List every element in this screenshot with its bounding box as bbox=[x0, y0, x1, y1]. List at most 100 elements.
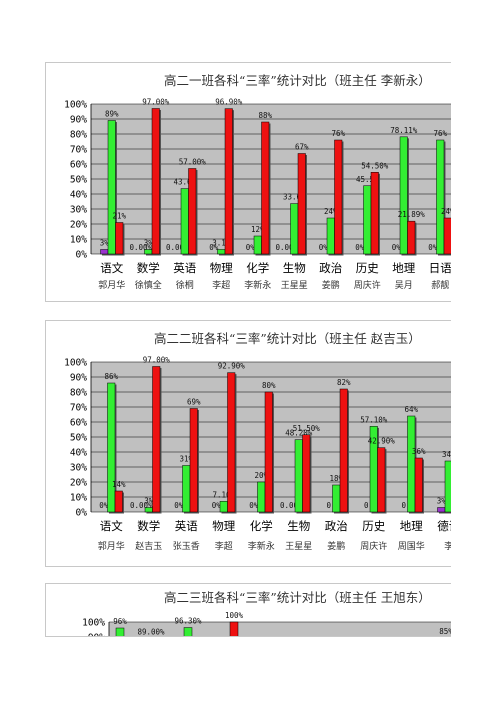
bar bbox=[188, 168, 197, 255]
chart-1-title: 高二一班各科“三率”统计对比（班主任 李新永） bbox=[164, 73, 431, 88]
x-category-label: 历史 bbox=[362, 519, 385, 533]
bar bbox=[257, 481, 266, 513]
x-category-label: 历史 bbox=[356, 261, 379, 275]
bar bbox=[290, 203, 299, 255]
data-label: 0 bbox=[364, 501, 369, 510]
y-tick-label: 30% bbox=[70, 205, 87, 216]
y-tick-label: 10% bbox=[70, 235, 87, 246]
teacher-label: 李新永 bbox=[244, 279, 271, 291]
plot-area bbox=[109, 622, 451, 636]
chart-panel-3: 高二三班各科“三率”统计对比（班主任 王旭东） 100% 90% 96% 96.30% 8… bbox=[45, 583, 451, 637]
data-label: 48.20% bbox=[285, 429, 313, 438]
data-label: 0% bbox=[319, 243, 329, 252]
data-label: 0% bbox=[174, 501, 184, 510]
teacher-label: 郭月华 bbox=[98, 279, 125, 291]
bar bbox=[100, 249, 109, 255]
x-category-label: 语文 bbox=[100, 261, 123, 275]
chart-2-svg: 高二二班各科“三率”统计对比（班主任 赵吉玉） 0% 10% 20% 30% 40% 50%… bbox=[64, 331, 451, 552]
x-category-label: 地理 bbox=[392, 261, 415, 275]
y-tick-label: 40% bbox=[70, 448, 87, 459]
y-tick-label: 90% bbox=[70, 115, 87, 126]
data-label: 0% bbox=[209, 243, 219, 252]
bar bbox=[407, 220, 416, 255]
y-tick-label: 60% bbox=[70, 160, 87, 171]
data-label: 0% bbox=[212, 501, 222, 510]
data-label: 18% bbox=[329, 474, 343, 483]
data-label: 100% bbox=[225, 611, 244, 620]
y-tick-label: 100% bbox=[64, 358, 87, 369]
data-label: 24% bbox=[441, 207, 451, 216]
y-tick-label: 100% bbox=[64, 100, 87, 111]
chart-3-title: 高二三班各科“三率”统计对比（班主任 王旭东） bbox=[164, 590, 431, 605]
bar bbox=[377, 447, 386, 513]
bar bbox=[261, 121, 270, 255]
teacher-label: 李超 bbox=[215, 540, 233, 552]
teacher-label: 徐慎全 bbox=[135, 279, 162, 291]
data-label: 0.00% bbox=[280, 501, 303, 510]
data-label: 64% bbox=[404, 405, 418, 414]
data-label: 0% bbox=[99, 501, 109, 510]
data-label: 24% bbox=[324, 207, 338, 216]
bar bbox=[294, 439, 303, 513]
data-label: 34% bbox=[442, 450, 451, 459]
y-tick-label: 80% bbox=[70, 388, 87, 399]
teacher-label: 赵吉玉 bbox=[135, 540, 162, 552]
data-label: 21% bbox=[112, 212, 126, 221]
bar bbox=[115, 222, 124, 255]
teacher-label: 李 bbox=[444, 540, 451, 552]
bar bbox=[152, 366, 161, 513]
teacher-label: 张玉香 bbox=[173, 541, 200, 552]
bar bbox=[443, 217, 451, 255]
bar bbox=[151, 108, 160, 255]
bar bbox=[407, 415, 416, 513]
data-label: 0.00% bbox=[166, 243, 189, 252]
data-label: 42.90% bbox=[368, 437, 396, 446]
data-label: 92.90% bbox=[218, 362, 246, 371]
teacher-label: 李新永 bbox=[248, 540, 275, 552]
chart-2-title: 高二二班各科“三率”统计对比（班主任 赵吉玉） bbox=[154, 331, 421, 346]
data-label: 0.00% bbox=[275, 243, 298, 252]
bar bbox=[339, 388, 348, 513]
data-label: 89% bbox=[105, 110, 119, 119]
x-category-label: 语文 bbox=[100, 519, 123, 533]
data-label: 3% bbox=[144, 239, 154, 248]
data-label: 69% bbox=[187, 398, 201, 407]
data-label: 97.00% bbox=[143, 356, 171, 365]
bar bbox=[107, 120, 116, 255]
bar bbox=[114, 490, 123, 513]
y-tick-label: 30% bbox=[70, 463, 87, 474]
bar bbox=[332, 484, 341, 513]
y-tick-label: 0% bbox=[76, 250, 88, 261]
data-label: 3.1% bbox=[212, 239, 231, 248]
bar bbox=[326, 217, 335, 255]
bar bbox=[436, 139, 445, 255]
data-label: 0% bbox=[355, 243, 365, 252]
y-tick-label: 50% bbox=[70, 433, 87, 444]
bar bbox=[144, 249, 153, 255]
bar bbox=[363, 185, 372, 255]
bar bbox=[115, 627, 125, 636]
data-label: 0% bbox=[249, 501, 259, 510]
teacher-label: 周庆许 bbox=[354, 279, 381, 291]
teacher-label: 吴月 bbox=[395, 280, 413, 291]
data-label: 0% bbox=[428, 243, 438, 252]
data-label: 0.00% bbox=[130, 501, 153, 510]
bar bbox=[253, 235, 262, 255]
bar bbox=[189, 408, 198, 513]
x-category-label: 德语 bbox=[437, 519, 451, 533]
teacher-label: 徐桐 bbox=[176, 279, 194, 291]
teacher-label: 周国华 bbox=[398, 540, 425, 552]
y-tick-label: 0% bbox=[76, 508, 88, 519]
chart-panel-1: 高二一班各科“三率”统计对比（班主任 李新永） 0% 10% 20% 30% 40% 50%… bbox=[45, 62, 451, 302]
data-label: 96.30% bbox=[174, 617, 202, 626]
data-label: 82% bbox=[337, 378, 351, 387]
y-tick-label: 10% bbox=[70, 493, 87, 504]
teacher-label: 姜鹏 bbox=[327, 540, 345, 552]
data-label: 21.89% bbox=[398, 210, 426, 219]
data-label: 0 bbox=[401, 501, 406, 510]
bar bbox=[399, 136, 408, 255]
chart-1-svg: 高二一班各科“三率”统计对比（班主任 李新永） 0% 10% 20% 30% 40% 50%… bbox=[64, 73, 451, 291]
data-label: 57.00% bbox=[179, 158, 207, 167]
x-category-label: 英语 bbox=[173, 261, 196, 275]
data-label: 78.11% bbox=[390, 126, 418, 135]
